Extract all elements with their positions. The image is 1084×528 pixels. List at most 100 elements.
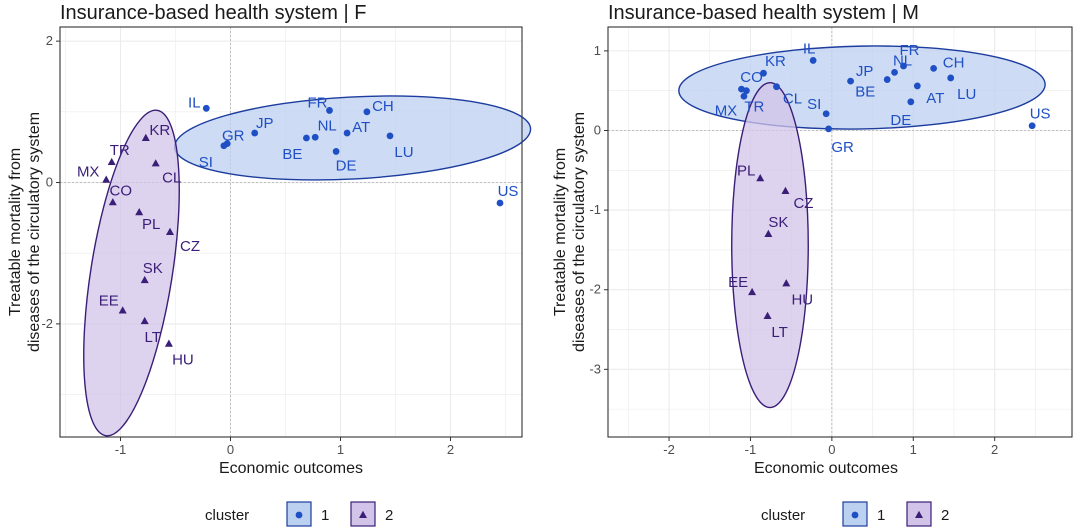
point-label-mx: MX: [77, 164, 100, 181]
point-pl: [756, 174, 765, 182]
point-label-be: BE: [855, 84, 875, 101]
legend-title: cluster: [761, 507, 805, 524]
point-label-il: IL: [188, 94, 201, 111]
point-label-fr: FR: [308, 94, 328, 111]
legend-label-1: 1: [321, 507, 329, 524]
point-jp: [847, 77, 854, 85]
point-de: [907, 98, 915, 106]
panel-female: Insurance-based health system | F IL GR SI…: [7, 2, 532, 477]
point-label-cz: CZ: [793, 195, 813, 212]
x-tick-label: 1: [910, 442, 917, 457]
legend-label-2: 2: [385, 507, 393, 524]
point-label-ch: CH: [372, 98, 394, 115]
point-at: [913, 82, 921, 90]
point-label-cl: CL: [162, 169, 181, 186]
y-tick-label: -3: [589, 361, 601, 376]
point-label-hu: HU: [172, 352, 194, 369]
point-label-co: CO: [110, 182, 133, 199]
point-label-at: AT: [926, 90, 944, 107]
point-label-co: CO: [740, 69, 763, 86]
x-tick-label: -1: [745, 442, 757, 457]
y-tick-label: 0: [46, 175, 53, 190]
point-label-lt: LT: [144, 329, 160, 346]
point-de: [332, 148, 340, 155]
legend-title: cluster: [205, 507, 249, 524]
point-label-pl: PL: [142, 216, 160, 233]
point-label-mx: MX: [715, 102, 738, 119]
point-label-ch: CH: [943, 54, 965, 71]
y-tick-label: 2: [46, 33, 53, 48]
y-axis-title-male-line2: diseases of the circulatory system: [571, 112, 588, 352]
point-label-fr: FR: [899, 42, 919, 59]
point-si: [822, 110, 830, 118]
point-us: [496, 199, 504, 207]
point-label-be: BE: [282, 146, 302, 163]
point-gr: [825, 125, 833, 133]
panel-male: Insurance-based health system | M IL KRCO…: [552, 2, 1073, 477]
point-il: [809, 57, 817, 64]
point-hu: [164, 339, 173, 347]
point-be: [303, 134, 310, 142]
point-ch: [930, 64, 938, 72]
y-axis-title-male-line1: Treatable mortality from: [552, 148, 569, 316]
point-cz: [781, 186, 790, 194]
x-tick-label: 0: [227, 442, 234, 457]
point-label-nl: NL: [893, 52, 912, 69]
x-axis-title-female: Economic outcomes: [219, 460, 363, 477]
legend-label-2: 2: [941, 507, 949, 524]
legend-key-2: [350, 501, 376, 527]
point-label-cz: CZ: [180, 238, 200, 255]
x-tick-label: -2: [663, 442, 675, 457]
x-tick-label: 1: [337, 442, 344, 457]
legend-marker-circle: [295, 511, 303, 519]
point-co: [108, 198, 117, 206]
panel-border: [607, 26, 1073, 438]
point-label-hu: HU: [791, 291, 813, 308]
point-label-tr: TR: [110, 142, 130, 159]
point-cz: [166, 227, 174, 235]
point-label-lu: LU: [957, 86, 976, 103]
point-hu: [782, 279, 791, 287]
point-cl: [151, 159, 160, 167]
chart-title-female: Insurance-based health system | F: [60, 2, 366, 24]
y-tick-label: 0: [594, 122, 601, 137]
point-lu: [386, 132, 394, 140]
point-ee: [748, 287, 757, 296]
cluster-2-ellipse: [731, 82, 809, 409]
point-label-cl: CL: [783, 91, 802, 108]
point-mx: [102, 175, 111, 183]
y-tick-label: -1: [589, 202, 601, 217]
y-axis-title-female-line2: diseases of the circulatory system: [26, 112, 43, 352]
chart-title-male: Insurance-based health system | M: [608, 2, 919, 24]
panel-border: [59, 26, 523, 438]
point-label-de: DE: [890, 112, 911, 129]
point-be: [883, 76, 891, 83]
point-sk: [140, 275, 149, 284]
x-tick-label: 0: [828, 442, 835, 457]
point-nl: [891, 68, 898, 76]
point-label-il: IL: [803, 40, 816, 57]
point-label-de: DE: [336, 157, 357, 174]
point-lt: [763, 311, 772, 319]
point-label-kr: KR: [149, 122, 170, 139]
legend-marker-triangle: [359, 510, 367, 518]
legend-male: cluster 1 2: [761, 501, 949, 527]
point-kr: [141, 133, 150, 141]
point-label-us: US: [1030, 106, 1051, 123]
point-label-sk: SK: [768, 214, 788, 231]
y-axis-title-female-line1: Treatable mortality from: [7, 148, 24, 316]
point-label-kr: KR: [765, 53, 786, 70]
point-lu: [947, 74, 955, 82]
point-label-ee: EE: [99, 292, 119, 309]
x-tick-label: 2: [991, 442, 998, 457]
point-label-gr: GR: [222, 128, 245, 145]
point-label-jp: JP: [856, 63, 874, 80]
point-label-gr: GR: [831, 139, 854, 156]
legend-female: cluster 1 2: [205, 501, 393, 527]
point-label-ee: EE: [728, 274, 748, 291]
point-label-si: SI: [199, 154, 213, 171]
point-ch: [363, 108, 371, 116]
legend-marker-circle: [851, 511, 859, 519]
point-label-si: SI: [807, 96, 821, 113]
y-tick-label: -2: [589, 282, 601, 297]
